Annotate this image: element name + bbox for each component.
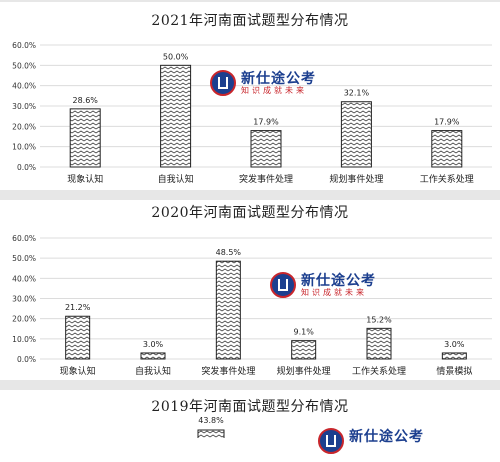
y-tick-label: 30.0% bbox=[12, 295, 36, 304]
y-tick-label: 10.0% bbox=[12, 143, 36, 152]
data-label: 17.9% bbox=[253, 118, 279, 127]
bar-1 bbox=[69, 108, 101, 168]
data-label: 43.8% bbox=[198, 416, 224, 425]
data-label: 9.1% bbox=[294, 328, 315, 337]
watermark-logo: 新仕途公考 知识成就未来 bbox=[210, 68, 350, 104]
bar-chart-2019: 43.8% bbox=[197, 416, 225, 438]
separator-band bbox=[0, 0, 500, 2]
watermark-logo: 新仕途公考 知识成就未来 bbox=[270, 270, 410, 306]
logo-emblem-icon bbox=[270, 272, 296, 298]
y-tick-label: 40.0% bbox=[12, 274, 36, 283]
data-label: 50.0% bbox=[163, 52, 189, 61]
chart-title: 2021年河南面试题型分布情况 bbox=[151, 13, 349, 29]
bar-chart-2021: 0.0% 10.0% 20.0% 30.0% 40.0% 50.0% 60.0% 28.6% 现… bbox=[12, 41, 492, 185]
chart-title: 2019年河南面试题型分布情况 bbox=[151, 399, 349, 415]
bar-6 bbox=[441, 352, 467, 360]
chart-title: 2020年河南面试题型分布情况 bbox=[151, 205, 349, 221]
bar-5 bbox=[366, 327, 392, 360]
bar-3 bbox=[215, 260, 241, 360]
y-tick-label: 0.0% bbox=[17, 355, 36, 364]
y-tick-label: 30.0% bbox=[12, 102, 36, 111]
bar-3 bbox=[250, 130, 282, 168]
y-tick-label: 60.0% bbox=[12, 41, 36, 50]
logo-main-text: 新仕途公考 bbox=[349, 429, 424, 445]
logo-emblem-icon bbox=[318, 428, 344, 454]
category-label: 自我认知 bbox=[158, 173, 194, 185]
watermark-logo: 新仕途公考 bbox=[318, 426, 458, 462]
data-label: 15.2% bbox=[366, 315, 392, 324]
data-label: 28.6% bbox=[72, 96, 98, 105]
category-label: 突发事件处理 bbox=[239, 173, 293, 185]
category-label: 规划事件处理 bbox=[277, 365, 331, 377]
y-tick-label: 50.0% bbox=[12, 254, 36, 263]
category-label: 工作关系处理 bbox=[352, 365, 406, 377]
category-label: 现象认知 bbox=[67, 173, 103, 185]
y-tick-label: 20.0% bbox=[12, 315, 36, 324]
y-tick-label: 50.0% bbox=[12, 61, 36, 70]
logo-main-text: 新仕途公考 bbox=[301, 273, 376, 289]
category-label: 规划事件处理 bbox=[329, 173, 383, 185]
separator-band bbox=[0, 190, 500, 200]
y-tick-label: 0.0% bbox=[17, 163, 36, 172]
category-label: 情景模拟 bbox=[436, 365, 472, 377]
bar-1 bbox=[197, 429, 225, 438]
data-label: 21.2% bbox=[65, 303, 91, 312]
y-tick-label: 10.0% bbox=[12, 335, 36, 344]
data-label: 32.1% bbox=[344, 89, 370, 98]
bar-2 bbox=[140, 352, 166, 360]
logo-emblem-icon bbox=[210, 70, 236, 96]
data-label: 3.0% bbox=[143, 340, 164, 349]
bar-5 bbox=[431, 130, 463, 168]
y-tick-label: 40.0% bbox=[12, 82, 36, 91]
category-label: 自我认知 bbox=[135, 365, 171, 377]
category-label: 工作关系处理 bbox=[420, 173, 474, 185]
data-label: 17.9% bbox=[434, 118, 460, 127]
logo-main-text: 新仕途公考 bbox=[241, 71, 316, 87]
chart-panel-2021: 2021年河南面试题型分布情况 0.0% 10.0% 20.0% 30.0% 40.0%… bbox=[0, 2, 500, 190]
separator-band bbox=[0, 380, 500, 390]
bar-chart-2020: 0.0% 10.0% 20.0% 30.0% 40.0% 50.0% 60.0% 21.2% 现… bbox=[12, 234, 492, 377]
category-label: 现象认知 bbox=[60, 365, 96, 377]
logo-sub-text: 知识成就未来 bbox=[241, 86, 307, 95]
logo-sub-text: 知识成就未来 bbox=[301, 288, 367, 297]
chart-panel-2020: 2020年河南面试题型分布情况 0.0% 10.0% 20.0% 30.0% 40.0%… bbox=[0, 200, 500, 380]
bar-2 bbox=[160, 64, 192, 168]
bar-1 bbox=[65, 315, 91, 360]
y-tick-label: 60.0% bbox=[12, 234, 36, 243]
chart-panel-2019: 2019年河南面试题型分布情况 43.8% 新仕途公考 bbox=[0, 390, 500, 454]
bar-4 bbox=[340, 101, 372, 168]
bar-4 bbox=[291, 340, 317, 360]
data-label: 48.5% bbox=[216, 248, 242, 257]
data-label: 3.0% bbox=[444, 340, 465, 349]
y-tick-label: 20.0% bbox=[12, 122, 36, 131]
category-label: 突发事件处理 bbox=[201, 365, 255, 377]
